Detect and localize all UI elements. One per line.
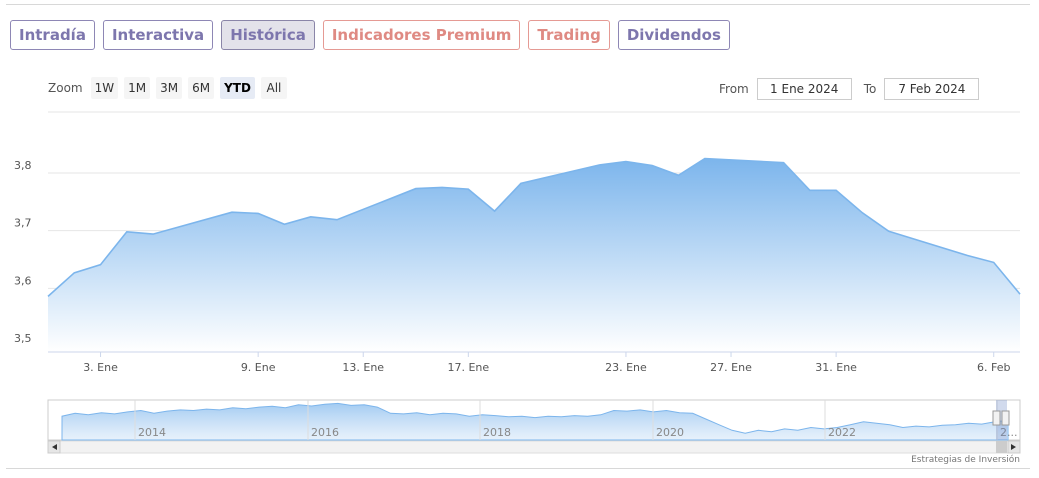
to-label: To <box>863 82 877 96</box>
chart-credit[interactable]: Estrategias de Inversión <box>911 455 1020 465</box>
navigator-year-label: 2020 <box>656 426 684 439</box>
scrollbar-track[interactable] <box>47 440 1021 454</box>
x-tick-label: 27. Ene <box>710 361 752 374</box>
y-tick-label: 3,5 <box>14 332 32 345</box>
zoom-button-1w[interactable]: 1W <box>90 77 119 99</box>
navigator-series <box>61 402 1009 441</box>
y-tick-label: 3,6 <box>14 274 32 287</box>
tab-intradía[interactable]: Intradía <box>10 20 95 50</box>
series-line[interactable] <box>47 157 1021 297</box>
navigator-right-handle[interactable] <box>1001 410 1010 426</box>
zoom-label: Zoom <box>48 81 83 95</box>
navigator-year-label: 2018 <box>483 426 511 439</box>
tab-trading[interactable]: Trading <box>528 20 610 50</box>
zoom-button-ytd[interactable]: YTD <box>220 77 255 99</box>
arrow-left-icon <box>52 444 57 450</box>
navigator-left-handle[interactable] <box>992 410 1001 426</box>
date-range-selector: From 1 Ene 2024 To 7 Feb 2024 <box>719 78 980 100</box>
x-tick-label: 9. Ene <box>241 361 276 374</box>
zoom-button-6m[interactable]: 6M <box>188 77 215 99</box>
y-tick-label: 3,8 <box>14 159 32 172</box>
zoom-button-3m[interactable]: 3M <box>156 77 183 99</box>
from-date-input[interactable]: 1 Ene 2024 <box>756 78 852 100</box>
series-area <box>48 158 1020 352</box>
zoom-selector: Zoom 1W 1M 3M 6M YTD All <box>48 77 287 99</box>
x-tick-label: 17. Ene <box>447 361 489 374</box>
x-tick-label: 3. Ene <box>83 361 118 374</box>
tab-histórica[interactable]: Histórica <box>221 20 315 50</box>
navigator-year-label: 2014 <box>138 426 166 439</box>
x-tick-label: 6. Feb <box>977 361 1010 374</box>
bottom-divider <box>6 468 1030 469</box>
from-label: From <box>719 82 749 96</box>
navigator-year-label: 2... <box>1000 426 1018 439</box>
tab-dividendos[interactable]: Dividendos <box>617 20 730 50</box>
x-tick-label: 23. Ene <box>605 361 647 374</box>
x-tick-label: 13. Ene <box>342 361 384 374</box>
zoom-button-1m[interactable]: 1M <box>124 77 151 99</box>
top-divider <box>6 4 1030 5</box>
navigator-year-label: 2016 <box>311 426 339 439</box>
y-tick-label: 3,7 <box>14 217 32 230</box>
scrollbar-thumb[interactable] <box>996 441 1007 453</box>
to-date-input[interactable]: 7 Feb 2024 <box>884 78 980 100</box>
navigator-year-label: 2022 <box>828 426 856 439</box>
tab-interactiva[interactable]: Interactiva <box>102 20 214 50</box>
zoom-button-all[interactable]: All <box>260 77 287 99</box>
tab-indicadores-premium[interactable]: Indicadores Premium <box>322 20 521 50</box>
x-tick-label: 31. Ene <box>815 361 857 374</box>
chart-tabs: Intradía Interactiva Histórica Indicadores … <box>10 20 730 50</box>
arrow-right-icon <box>1011 444 1016 450</box>
